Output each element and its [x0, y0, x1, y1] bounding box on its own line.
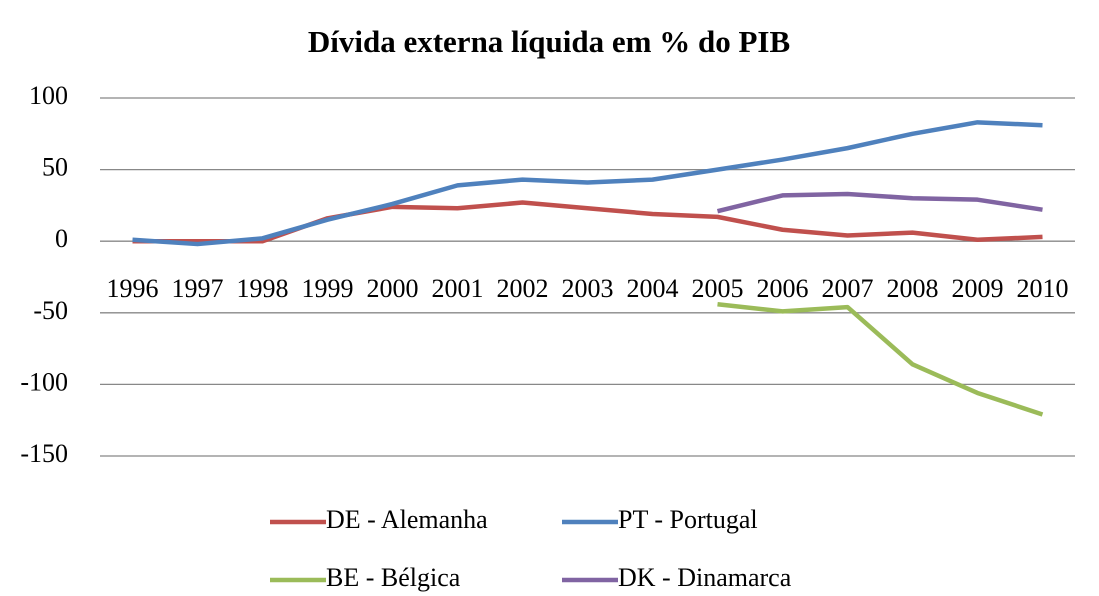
x-tick-label: 2002	[497, 274, 549, 303]
line-series	[716, 191, 1043, 214]
y-tick-label: 50	[42, 153, 68, 182]
y-tick-label: -50	[33, 296, 68, 325]
line-series	[132, 120, 1043, 247]
legend-label: BE - Bélgica	[326, 563, 461, 592]
x-tick-label: 1998	[237, 274, 289, 303]
x-tick-label: 2010	[1017, 274, 1069, 303]
chart-title: Dívida externa líquida em % do PIB	[308, 24, 790, 59]
x-tick-label: 2000	[367, 274, 419, 303]
x-tick-label: 2005	[692, 274, 744, 303]
y-tick-label: 0	[55, 224, 68, 253]
y-tick-label: 100	[29, 81, 68, 110]
x-tick-label: 2007	[822, 274, 874, 303]
x-tick-label: 2006	[757, 274, 809, 303]
line-series	[717, 301, 1044, 417]
x-tick-label: 2003	[562, 274, 614, 303]
legend-label: PT - Portugal	[618, 505, 758, 534]
x-tick-label: 2009	[952, 274, 1004, 303]
x-tick-label: 1999	[302, 274, 354, 303]
y-tick-label: -150	[20, 439, 68, 468]
x-tick-label: 1996	[107, 274, 159, 303]
x-tick-label: 2001	[432, 274, 484, 303]
x-tick-label: 2008	[887, 274, 939, 303]
x-tick-label: 1997	[172, 274, 224, 303]
legend-label: DE - Alemanha	[326, 505, 488, 534]
y-tick-label: -100	[20, 367, 68, 396]
x-tick-label: 2004	[627, 274, 679, 303]
legend-label: DK - Dinamarca	[618, 563, 792, 592]
